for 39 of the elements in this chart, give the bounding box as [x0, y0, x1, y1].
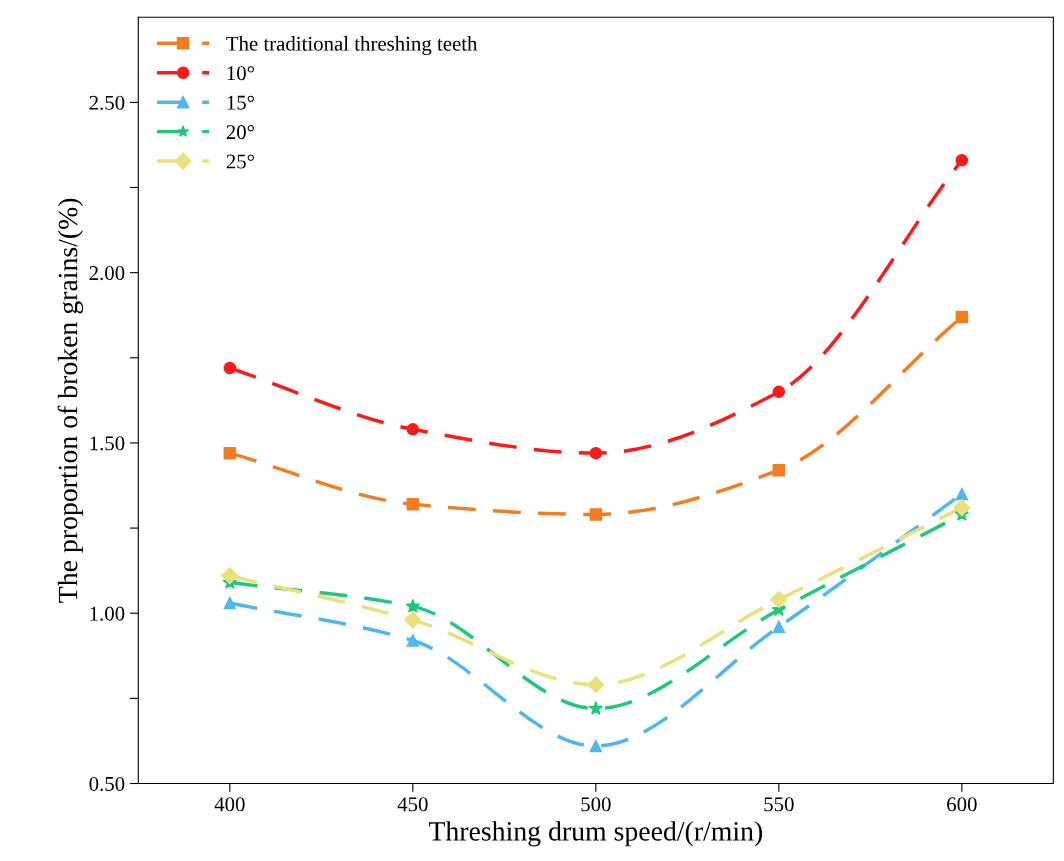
- point: [772, 620, 786, 634]
- x-tick-label: 400: [214, 797, 245, 812]
- point: [770, 591, 788, 609]
- x-tick-label: 600: [947, 797, 977, 812]
- y-tick-label: 2.00: [89, 266, 125, 281]
- point: [406, 497, 420, 511]
- point: [772, 385, 786, 399]
- point: [955, 310, 969, 324]
- y-axis-title: The proportion of broken grains/(%): [57, 198, 84, 603]
- point: [587, 676, 605, 694]
- x-axis-title: Threshing drum speed/(r/min): [428, 821, 763, 847]
- legend-label: 15°: [227, 95, 254, 110]
- y-tick-label: 1.50: [90, 436, 125, 451]
- x-tick-label: 550: [764, 797, 794, 812]
- y-tick-label: 2.50: [89, 95, 125, 110]
- legend-label: 25°: [226, 154, 254, 169]
- legend-label: The traditional threshing teeth: [226, 36, 478, 56]
- x-tick-label: 500: [581, 797, 611, 812]
- y-tick-label: 0.50: [89, 776, 125, 792]
- point: [955, 154, 969, 167]
- point: [404, 611, 422, 629]
- point: [223, 596, 237, 610]
- point: [406, 423, 420, 436]
- point: [221, 567, 239, 585]
- point: [772, 463, 786, 477]
- x-tick-label: 450: [397, 797, 428, 812]
- point: [589, 739, 603, 753]
- point: [953, 499, 971, 517]
- point: [589, 446, 603, 460]
- point: [405, 598, 421, 613]
- point: [589, 508, 603, 521]
- point: [406, 634, 420, 647]
- legend-label: 10°: [227, 66, 254, 81]
- point: [588, 700, 604, 715]
- point: [223, 446, 237, 460]
- legend-label: 20°: [226, 125, 254, 140]
- y-tick-label: 1.00: [90, 606, 125, 621]
- point: [223, 361, 237, 375]
- point: [955, 487, 969, 501]
